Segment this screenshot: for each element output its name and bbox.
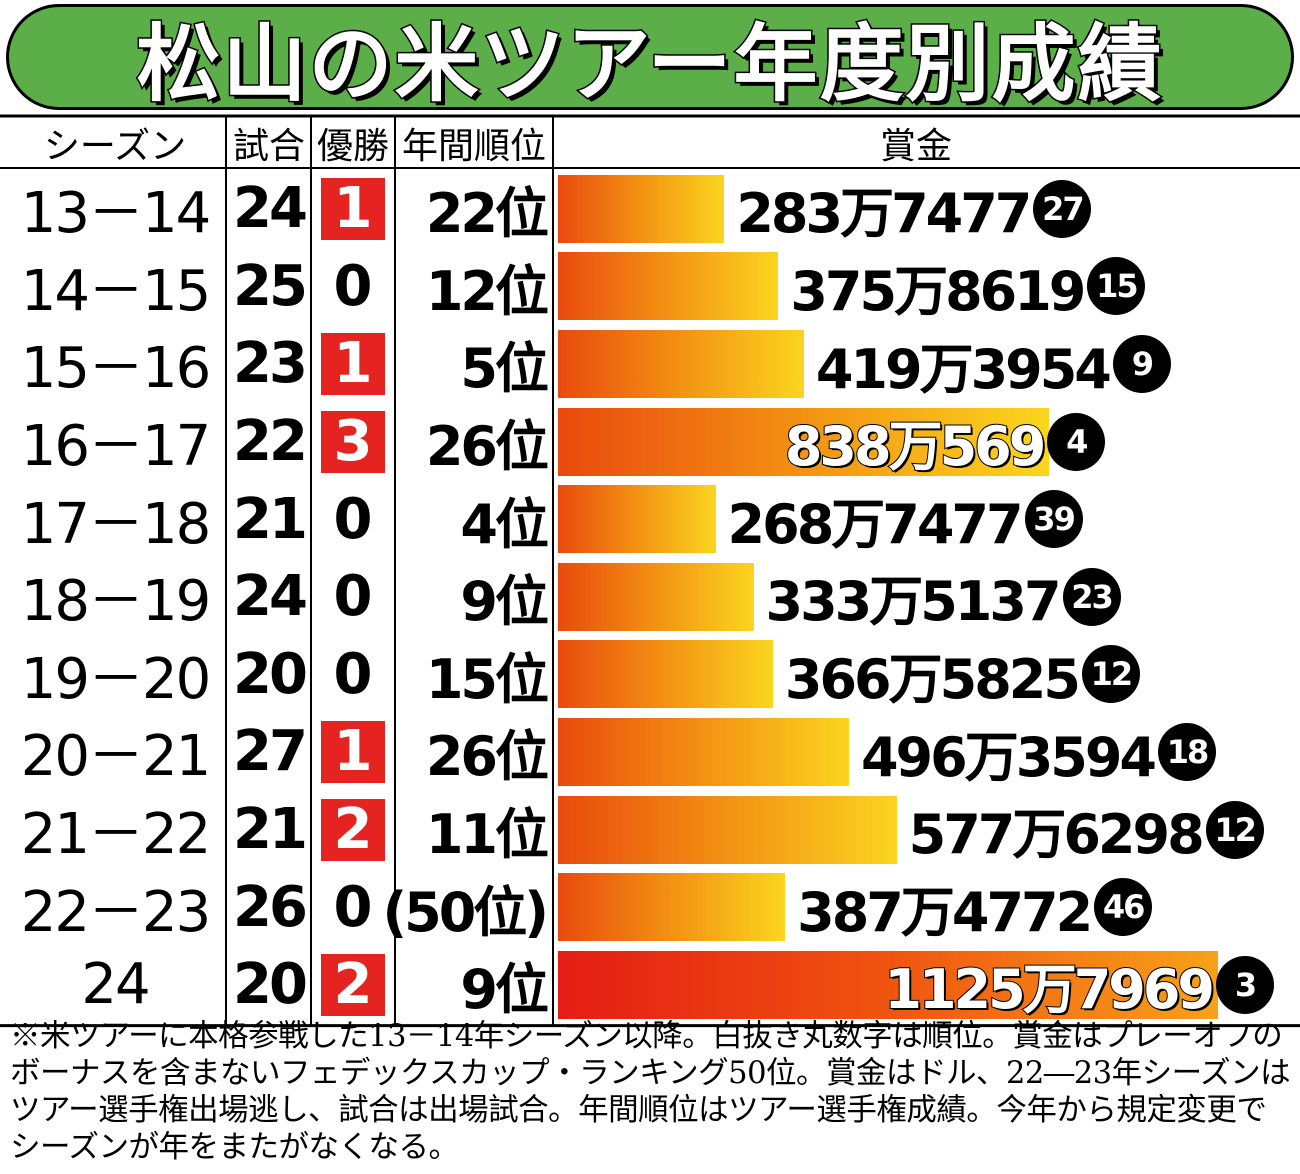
annual-rank: 26位 xyxy=(425,415,549,479)
prize-bar xyxy=(558,174,725,243)
wins-cell: 2 xyxy=(313,946,393,1024)
prize-value: 375万8619 xyxy=(790,259,1086,323)
season-label: 22－23 xyxy=(20,879,212,945)
prize-rank-badge: 46 xyxy=(1094,878,1153,937)
games-value: 20 xyxy=(233,952,308,1018)
prize-value: 268万7477 xyxy=(727,492,1024,556)
annual-rank: 11位 xyxy=(425,803,549,867)
prize-rank-badge: 39 xyxy=(1024,490,1083,549)
prize-bar xyxy=(558,718,849,786)
prize-rank-badge: 15 xyxy=(1087,257,1146,316)
wins-value: 0 xyxy=(333,641,373,707)
prize-rank-badge: 12 xyxy=(1205,800,1264,859)
wins-value: 0 xyxy=(333,874,373,940)
prize-value: 387万4772 xyxy=(797,880,1093,944)
prize-bar xyxy=(558,330,804,398)
wins-value: 1 xyxy=(321,176,385,241)
season-label: 20－21 xyxy=(20,724,212,790)
prize-rank-badge: 27 xyxy=(1033,179,1092,238)
header-season: シーズン xyxy=(43,126,187,167)
prize-value: 577万6298 xyxy=(908,803,1205,867)
prize-value: 366万5825 xyxy=(784,647,1081,711)
annual-rank: 5位 xyxy=(460,337,549,401)
title-banner: 松山の米ツアー年度別成績 xyxy=(6,4,1294,110)
annual-rank: 22位 xyxy=(425,182,549,246)
prize-rank-badge: 3 xyxy=(1216,955,1274,1014)
prize-value: 283万7477 xyxy=(736,182,1032,246)
games-value: 20 xyxy=(233,641,308,707)
prize-bar xyxy=(558,950,1218,1019)
annual-rank: 9位 xyxy=(460,958,549,1022)
header-prize: 賞金 xyxy=(879,126,952,167)
prize-bar xyxy=(558,640,773,709)
games-value: 24 xyxy=(233,176,308,242)
season-label: 16－17 xyxy=(20,414,212,480)
prize-rank-badge: 23 xyxy=(1062,567,1121,626)
games-value: 26 xyxy=(233,874,308,940)
season-label: 24 xyxy=(81,952,150,1018)
prize-bar xyxy=(558,795,897,864)
prize-bar xyxy=(558,562,754,631)
wins-cell: 1 xyxy=(313,325,393,403)
wins-value: 0 xyxy=(333,486,373,552)
prize-bar xyxy=(558,873,786,942)
prize-rank-badge: 12 xyxy=(1081,645,1140,704)
annual-rank: (50位) xyxy=(382,880,549,944)
prize-value: 1125万7969 xyxy=(883,957,1216,1022)
footnote: ※米ツアーに本格参戦した13－14年シーズン以降。白抜き丸数字は順位。賞金はプレ… xyxy=(10,1019,1291,1165)
prize-bar xyxy=(558,252,779,321)
wins-value: 1 xyxy=(321,719,385,784)
games-value: 21 xyxy=(233,797,308,863)
annual-rank: 4位 xyxy=(460,492,549,556)
annual-rank: 9位 xyxy=(460,570,549,634)
header-wins: 優勝 xyxy=(316,126,389,167)
annual-rank: 26位 xyxy=(425,725,549,789)
wins-value: 0 xyxy=(333,253,373,319)
wins-cell: 0 xyxy=(313,636,393,714)
games-value: 24 xyxy=(233,564,308,630)
wins-value: 2 xyxy=(321,797,385,862)
season-label: 21－22 xyxy=(20,802,212,868)
season-label: 13－14 xyxy=(20,181,212,247)
games-value: 22 xyxy=(233,409,308,475)
games-value: 21 xyxy=(233,486,308,552)
prize-value: 496万3594 xyxy=(860,725,1157,789)
season-label: 18－19 xyxy=(20,569,212,635)
wins-value: 0 xyxy=(333,564,373,630)
prize-rank-badge: 4 xyxy=(1047,412,1106,471)
wins-value: 1 xyxy=(321,331,385,396)
wins-value: 3 xyxy=(321,409,385,474)
prize-bar xyxy=(558,485,716,554)
wins-cell: 0 xyxy=(313,558,393,636)
wins-cell: 2 xyxy=(313,791,393,869)
games-value: 27 xyxy=(233,719,308,785)
annual-rank: 15位 xyxy=(425,647,549,711)
prize-rank-badge: 9 xyxy=(1112,335,1171,393)
wins-cell: 1 xyxy=(313,170,393,248)
header-games: 試合 xyxy=(232,126,305,167)
prize-value: 838万569 xyxy=(784,414,1047,479)
wins-cell: 1 xyxy=(313,713,393,791)
annual-rank: 12位 xyxy=(425,259,549,323)
games-value: 23 xyxy=(233,331,308,397)
prize-value: 419万3954 xyxy=(815,337,1112,401)
prize-bar xyxy=(558,407,1050,476)
season-label: 17－18 xyxy=(20,491,212,557)
wins-cell: 0 xyxy=(313,248,393,326)
prize-rank-badge: 18 xyxy=(1158,723,1216,781)
wins-value: 2 xyxy=(321,952,385,1017)
season-label: 19－20 xyxy=(20,646,212,712)
header-rank: 年間順位 xyxy=(401,126,546,167)
chart-title: 松山の米ツアー年度別成績 xyxy=(135,13,1164,110)
wins-cell: 3 xyxy=(313,403,393,481)
wins-cell: 0 xyxy=(313,480,393,558)
season-label: 14－15 xyxy=(20,258,212,324)
wins-cell: 0 xyxy=(313,868,393,946)
season-label: 15－16 xyxy=(20,336,212,402)
games-value: 25 xyxy=(233,253,308,319)
prize-value: 333万5137 xyxy=(765,570,1062,634)
